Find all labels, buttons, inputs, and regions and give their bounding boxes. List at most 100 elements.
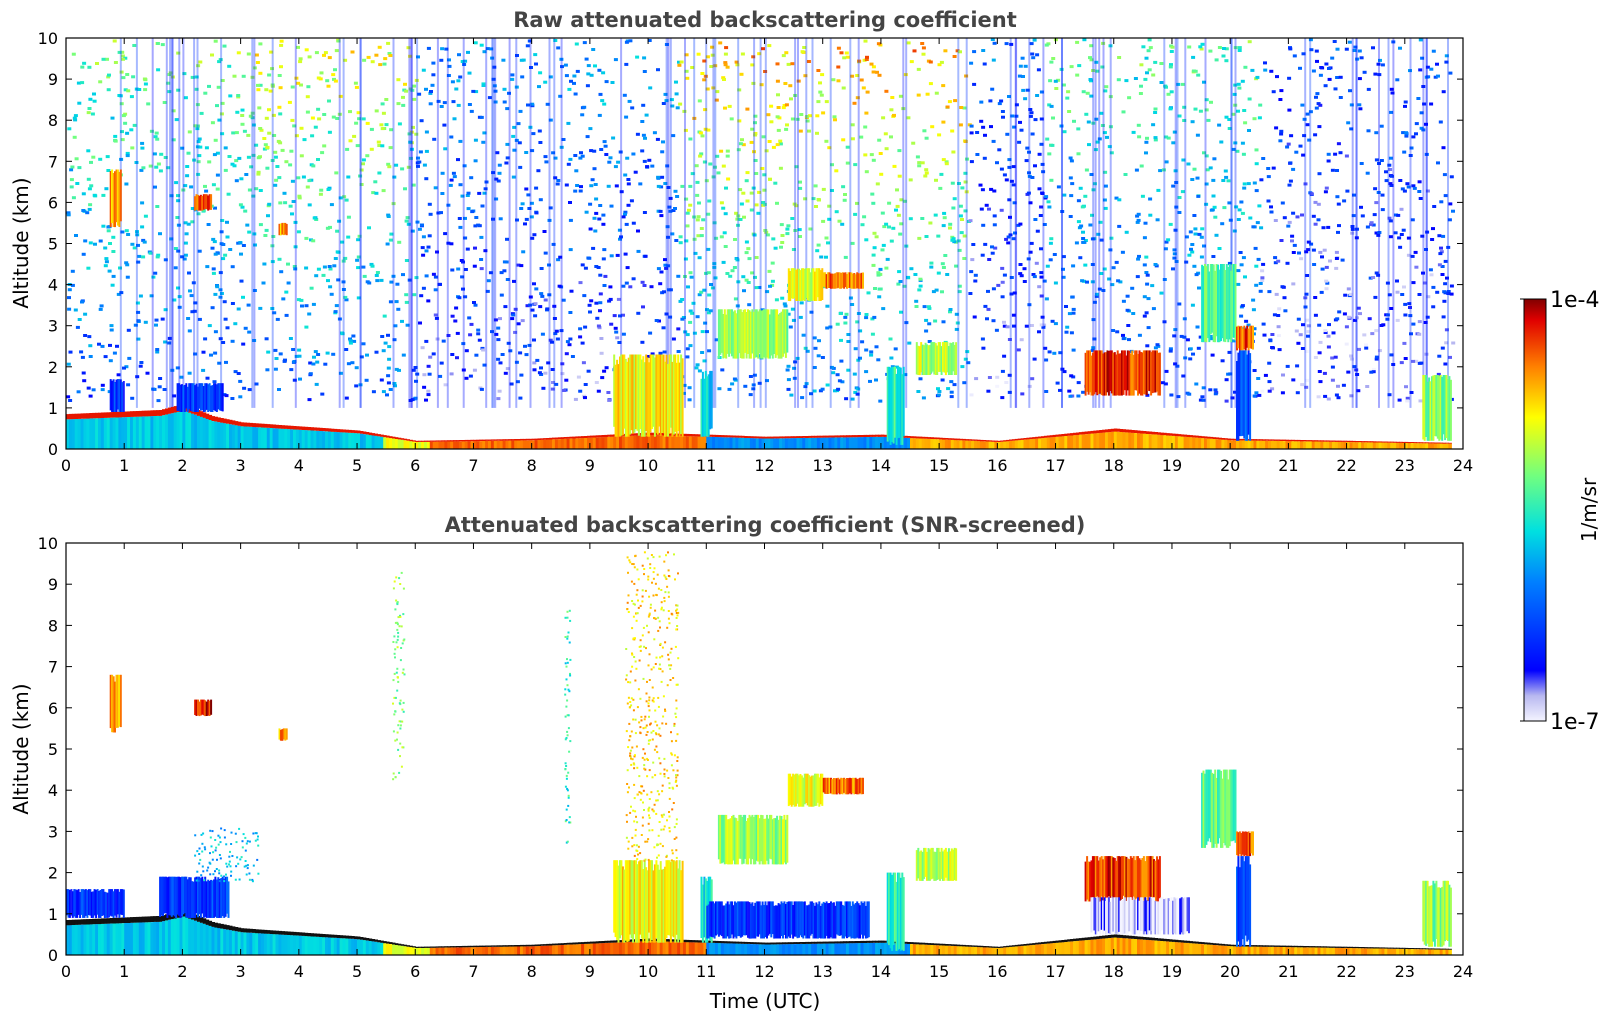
boundary-layer-top	[1131, 430, 1135, 433]
noise-pixel	[647, 39, 652, 42]
boundary-layer-column	[729, 437, 734, 449]
cloud-layer-cell	[651, 354, 653, 430]
noise-pixel	[527, 343, 532, 347]
noise-pixel	[374, 109, 379, 113]
noise-pixel	[377, 171, 382, 175]
boundary-layer-column	[717, 437, 722, 449]
boundary-layer-top	[68, 413, 73, 420]
boundary-layer-top	[464, 439, 469, 442]
noise-pixel	[556, 46, 561, 50]
noise-pixel	[700, 330, 705, 334]
noise-pixel	[1169, 50, 1174, 53]
boundary-layer-column	[287, 429, 291, 449]
noise-pixel	[893, 347, 898, 351]
noise-pixel	[212, 153, 217, 157]
noise-pixel	[505, 156, 510, 160]
noise-pixel	[1109, 236, 1114, 240]
noise-pixel	[741, 143, 746, 147]
noise-pixel	[374, 53, 379, 57]
noise-pixel	[1443, 282, 1448, 286]
noise-pixel	[721, 164, 726, 168]
noise-pixel	[674, 239, 679, 242]
noise-pixel	[1202, 80, 1206, 84]
noise-pixel	[1164, 160, 1169, 164]
noise-pixel	[1285, 364, 1290, 368]
boundary-layer-top	[362, 431, 367, 435]
boundary-layer-top	[330, 428, 335, 432]
noise-pixel	[211, 237, 216, 241]
noise-pixel	[1050, 319, 1055, 323]
noise-pixel	[887, 225, 891, 229]
noise-pixel	[334, 49, 339, 53]
noise-pixel	[702, 359, 707, 363]
noise-pixel	[982, 156, 987, 160]
noise-pixel	[775, 62, 780, 66]
noise-pixel	[1137, 254, 1141, 258]
noise-pixel	[98, 80, 103, 84]
noise-pixel	[401, 103, 406, 107]
noise-pixel	[230, 339, 235, 343]
noise-pixel	[1365, 225, 1370, 229]
noise-pixel	[1333, 152, 1338, 156]
noise-pixel	[1049, 237, 1054, 241]
noise-streak	[485, 38, 488, 408]
cloud-layer-cell	[840, 273, 843, 289]
noise-pixel	[273, 155, 278, 159]
noise-pixel	[420, 346, 425, 350]
cloud-layer-cell	[179, 384, 182, 412]
cloud-layer-cell	[195, 194, 198, 210]
noise-streak	[294, 38, 297, 408]
boundary-layer-column	[1011, 440, 1016, 449]
cloud-layer-cell	[1084, 352, 1087, 396]
cloud-layer-cell	[659, 354, 662, 436]
noise-pixel	[304, 266, 309, 270]
noise-pixel	[1448, 202, 1453, 206]
boundary-layer-column	[1343, 442, 1348, 449]
boundary-layer-column	[921, 438, 926, 449]
noise-pixel	[314, 51, 319, 55]
boundary-layer-column	[199, 416, 204, 449]
noise-pixel	[924, 329, 929, 333]
noise-pixel	[1409, 146, 1414, 150]
noise-pixel	[1349, 127, 1354, 131]
noise-pixel	[516, 122, 521, 126]
cloud-layer-cell	[1145, 350, 1148, 396]
noise-pixel	[1273, 256, 1278, 260]
cloud-layer-cell	[741, 312, 744, 359]
cloud-layer-cell	[726, 309, 729, 354]
noise-pixel	[768, 177, 772, 181]
noise-pixel	[744, 278, 749, 282]
noise-pixel	[429, 90, 433, 93]
boundary-layer-top	[1029, 437, 1033, 440]
boundary-layer-top	[988, 440, 993, 442]
noise-pixel	[933, 213, 938, 217]
noise-pixel	[635, 55, 640, 59]
cloud-layer-cell	[850, 272, 853, 289]
noise-pixel	[1083, 263, 1088, 267]
cloud-layer-cell	[704, 370, 707, 437]
boundary-layer-top	[499, 439, 504, 441]
boundary-layer-column	[1320, 441, 1324, 449]
noise-pixel	[1323, 331, 1328, 334]
boundary-layer-column	[1384, 442, 1388, 449]
noise-pixel	[472, 301, 476, 304]
boundary-layer-column	[214, 421, 218, 449]
noise-pixel	[272, 134, 277, 137]
noise-pixel	[105, 57, 109, 61]
noise-pixel	[132, 246, 137, 250]
boundary-layer-top	[272, 424, 277, 429]
noise-pixel	[924, 235, 929, 238]
noise-streak	[271, 38, 274, 408]
noise-pixel	[749, 191, 754, 195]
noise-pixel	[130, 242, 135, 246]
noise-pixel	[450, 314, 455, 318]
noise-pixel	[241, 244, 246, 247]
boundary-layer-top	[89, 413, 93, 419]
boundary-layer-column	[1416, 443, 1420, 449]
cloud-layer-cell	[661, 354, 664, 433]
boundary-layer-column	[1422, 443, 1426, 449]
noise-pixel	[798, 315, 803, 319]
noise-pixel	[73, 114, 78, 118]
noise-pixel	[148, 251, 153, 255]
noise-pixel	[668, 196, 673, 200]
